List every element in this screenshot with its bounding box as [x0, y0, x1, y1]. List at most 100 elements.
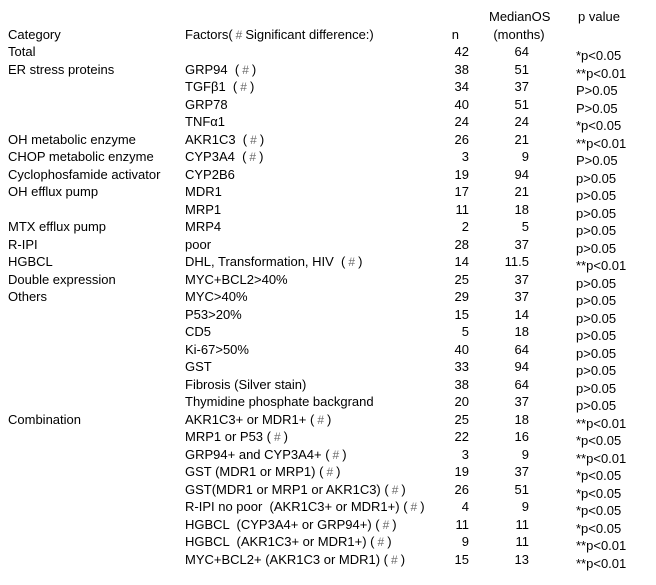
row-p-value: p>0.05 — [576, 275, 617, 291]
table-row: ER stress proteins GRP94 (#) 38 51 **p<0.01 — [0, 61, 656, 81]
row-category — [8, 428, 185, 447]
row-category: HGBCL — [8, 254, 53, 269]
table-row: MTX efflux pump MRP4 2 5 p>0.05 — [0, 218, 656, 238]
row-factors — [185, 43, 433, 61]
hash-mark: # — [250, 132, 257, 147]
row-median-os: 64 — [514, 341, 529, 357]
table-row: GRP94+ and CYP3A4+ (#) 3 9 **p<0.01 — [0, 446, 656, 466]
table-row: GST(MDR1 or MRP1 or AKR1C3) (#) 26 51 *p<0.… — [0, 481, 656, 501]
hash-mark: # — [410, 500, 418, 514]
row-category — [8, 323, 185, 341]
row-category: ER stress proteins — [8, 61, 115, 77]
hash-mark: # — [382, 517, 390, 532]
row-n: 22 — [454, 429, 469, 444]
row-factors: MYC+BCL2+ (AKR1C3 or MDR1) (#) — [185, 551, 406, 567]
row-category — [8, 516, 185, 535]
row-p-value: *p<0.05 — [576, 503, 622, 518]
row-p-value: **p<0.01 — [576, 450, 627, 466]
table-row: R-IPI no poor (AKR1C3+ or MDR1+) (#) 4 9 *p… — [0, 498, 656, 518]
row-median-os: 18 — [514, 411, 529, 427]
spacer — [433, 8, 469, 26]
row-n: 20 — [454, 394, 469, 409]
row-category: OH efflux pump — [8, 184, 99, 199]
row-n: 17 — [454, 184, 469, 199]
table-row: HGBCL (AKR1C3+ or MDR1+) (#) 9 11 **p<0.01 — [0, 533, 656, 553]
row-p-value: **p<0.01 — [576, 258, 627, 273]
table-row: P53>20% 15 14 p>0.05 — [0, 306, 656, 326]
column-header-factors: Factors(# Significant difference:) — [185, 26, 374, 42]
row-p-value: *p<0.05 — [576, 468, 622, 483]
row-median-os: 37 — [514, 289, 529, 304]
row-category: Total — [8, 44, 36, 59]
row-category — [8, 341, 185, 359]
row-p-value: **p<0.01 — [576, 135, 627, 151]
row-category — [8, 376, 185, 394]
row-median-os: 64 — [514, 44, 529, 59]
row-category — [8, 358, 185, 376]
row-category: Combination — [8, 411, 81, 427]
table-row: CHOP metabolic enzyme CYP3A4 (#) 3 9 P>0.05 — [0, 148, 656, 168]
hash-mark: # — [317, 412, 325, 427]
row-n: 3 — [461, 446, 469, 462]
table-row: GST 33 94 p>0.05 — [0, 358, 656, 378]
row-factors: poor — [185, 236, 212, 252]
row-factors: CYP3A4 (#) — [185, 149, 264, 164]
hash-mark: # — [348, 255, 356, 269]
row-p-value: p>0.05 — [576, 328, 617, 343]
row-factors: HGBCL (AKR1C3+ or MDR1+) (#) — [185, 534, 392, 549]
row-factors: AKR1C3 (#) — [185, 131, 265, 147]
row-median-os: 9 — [521, 499, 529, 514]
row-p-value: p>0.05 — [576, 398, 617, 413]
row-median-os: 14 — [514, 306, 529, 322]
row-factors: TNFα1 — [185, 114, 226, 129]
row-median-os: 51 — [514, 481, 529, 497]
row-category — [8, 498, 185, 517]
row-p-value: **p<0.01 — [576, 65, 627, 81]
hash-mark: # — [326, 465, 334, 479]
row-n: 9 — [461, 534, 469, 549]
table-row: OH efflux pump MDR1 17 21 p>0.05 — [0, 183, 656, 203]
row-median-os: 21 — [514, 131, 529, 147]
hash-mark: # — [377, 535, 385, 549]
row-factors: GRP78 — [185, 96, 228, 112]
row-category: CHOP metabolic enzyme — [8, 149, 154, 164]
row-median-os: 37 — [514, 271, 529, 287]
row-category: R-IPI — [8, 236, 38, 252]
table-row: Fibrosis (Silver stain) 38 64 p>0.05 — [0, 376, 656, 396]
row-n: 38 — [454, 61, 469, 77]
row-p-value: *p<0.05 — [576, 433, 622, 448]
row-median-os: 94 — [514, 166, 529, 182]
row-median-os: 18 — [514, 324, 529, 339]
row-category: OH metabolic enzyme — [8, 131, 136, 147]
row-category: Cyclophosfamide activator — [8, 166, 161, 182]
row-factors: MRP4 — [185, 219, 222, 234]
row-factors: MYC+BCL2>40% — [185, 271, 288, 287]
table-row: Others MYC>40% 29 37 p>0.05 — [0, 288, 656, 308]
table-row: CD5 5 18 p>0.05 — [0, 323, 656, 343]
table-row: TGFβ1 (#) 34 37 P>0.05 — [0, 78, 656, 98]
row-p-value: *p<0.05 — [576, 485, 622, 501]
row-p-value: p>0.05 — [576, 170, 617, 186]
table-row: HGBCL (CYP3A4+ or GRP94+) (#) 11 11 *p<0.05 — [0, 516, 656, 536]
row-median-os: 11 — [515, 516, 530, 532]
row-factors: CD5 — [185, 324, 212, 339]
row-category: MTX efflux pump — [8, 219, 107, 234]
row-n: 19 — [454, 166, 469, 182]
row-n: 26 — [454, 131, 469, 147]
row-category — [8, 393, 185, 411]
spacer — [185, 8, 433, 26]
row-factors: GST — [185, 359, 212, 374]
row-median-os: 9 — [521, 446, 529, 462]
column-header-medianos-line1: MedianOS — [489, 9, 551, 24]
row-category — [8, 306, 185, 324]
hash-mark: # — [391, 552, 398, 567]
row-n: 5 — [461, 324, 469, 339]
row-p-value: **p<0.01 — [576, 538, 627, 553]
hash-mark: # — [240, 80, 247, 94]
row-category: Others — [8, 289, 48, 304]
row-n: 25 — [454, 411, 469, 427]
row-p-value: **p<0.01 — [576, 415, 627, 431]
table-row: GST (MDR1 or MRP1) (#) 19 37 *p<0.05 — [0, 463, 656, 483]
row-factors: Thymidine phosphate backgrand — [185, 394, 374, 409]
